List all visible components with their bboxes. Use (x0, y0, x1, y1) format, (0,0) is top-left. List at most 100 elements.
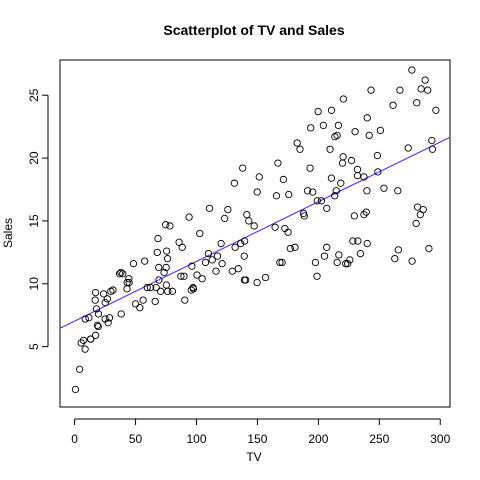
data-point (175, 238, 183, 246)
data-point (230, 179, 239, 187)
data-point (354, 237, 362, 245)
data-point (350, 212, 358, 220)
data-point (332, 187, 340, 195)
fit-line-layer (59, 136, 451, 329)
data-point (155, 263, 163, 272)
data-point (300, 212, 308, 220)
data-point (189, 285, 198, 293)
data-point (293, 139, 301, 147)
data-point (196, 229, 204, 238)
data-point (105, 314, 114, 322)
data-point (253, 188, 261, 196)
data-point (240, 252, 248, 260)
data-point (180, 272, 188, 280)
data-point (131, 300, 140, 308)
x-tick-label: 0 (71, 432, 78, 446)
data-point (217, 239, 225, 248)
regression-line (59, 136, 451, 329)
data-point (286, 244, 294, 253)
data-point (166, 222, 174, 230)
data-point (261, 273, 270, 282)
data-point (125, 278, 133, 287)
data-point (75, 365, 84, 373)
data-point (342, 260, 350, 268)
y-tick-label: 25 (27, 88, 41, 102)
data-point (181, 296, 189, 304)
data-point (306, 164, 314, 172)
data-point (160, 268, 168, 277)
data-point (285, 190, 293, 199)
data-point (307, 124, 315, 132)
data-point (363, 187, 371, 195)
data-point (245, 217, 253, 225)
data-point (240, 237, 249, 245)
x-tick-label: 300 (430, 432, 450, 446)
data-point (374, 168, 382, 176)
data-point (139, 296, 147, 304)
data-point (404, 144, 412, 152)
data-point (164, 287, 172, 295)
data-point (119, 270, 127, 278)
data-point (143, 283, 151, 292)
data-point (152, 283, 160, 292)
data-point (93, 321, 102, 329)
data-point (408, 66, 416, 74)
data-point (356, 249, 365, 258)
data-point (309, 188, 317, 196)
data-point (87, 335, 95, 343)
data-point (168, 287, 177, 295)
data-point (353, 172, 362, 180)
data-point (155, 276, 163, 284)
data-point (193, 271, 201, 279)
data-point (331, 133, 339, 141)
data-point (284, 228, 292, 236)
data-point (218, 260, 226, 268)
data-point (162, 281, 171, 289)
data-point (154, 234, 162, 243)
data-point (323, 243, 331, 251)
data-point (347, 156, 356, 165)
data-point (117, 310, 125, 318)
data-point (236, 239, 245, 248)
data-point (349, 237, 357, 245)
data-point (408, 257, 416, 265)
data-point (255, 173, 263, 181)
data-point (317, 197, 326, 205)
data-point (331, 192, 339, 200)
data-point (419, 205, 427, 214)
data-point (323, 204, 331, 213)
x-tick-label: 250 (369, 432, 389, 446)
data-point (296, 145, 304, 153)
data-point (343, 260, 352, 268)
data-point (241, 276, 250, 284)
y-axis: 5 10 15 20 25 (27, 88, 49, 350)
x-tick-label: 100 (186, 432, 206, 446)
data-point (188, 262, 196, 270)
data-point (363, 239, 371, 248)
data-point (77, 339, 85, 347)
y-tick-label: 5 (27, 343, 41, 350)
data-point (91, 331, 100, 339)
data-point (136, 304, 144, 312)
x-tick-label: 200 (308, 432, 328, 446)
data-point (313, 272, 321, 280)
y-tick-label: 10 (27, 277, 41, 291)
data-point (185, 213, 193, 221)
data-point (391, 254, 399, 263)
data-point (376, 126, 385, 135)
y-tick-label: 20 (27, 151, 41, 165)
data-point (79, 336, 88, 345)
data-point (428, 145, 437, 153)
data-point (396, 86, 404, 94)
data-point (274, 159, 282, 167)
data-point (125, 275, 133, 283)
data-point (123, 285, 131, 293)
data-point (338, 159, 347, 167)
data-point (157, 287, 165, 295)
data-point (365, 131, 373, 140)
data-point (162, 263, 170, 272)
data-point (421, 76, 429, 84)
data-point (123, 278, 131, 287)
data-point (311, 258, 320, 267)
data-point (327, 174, 336, 182)
